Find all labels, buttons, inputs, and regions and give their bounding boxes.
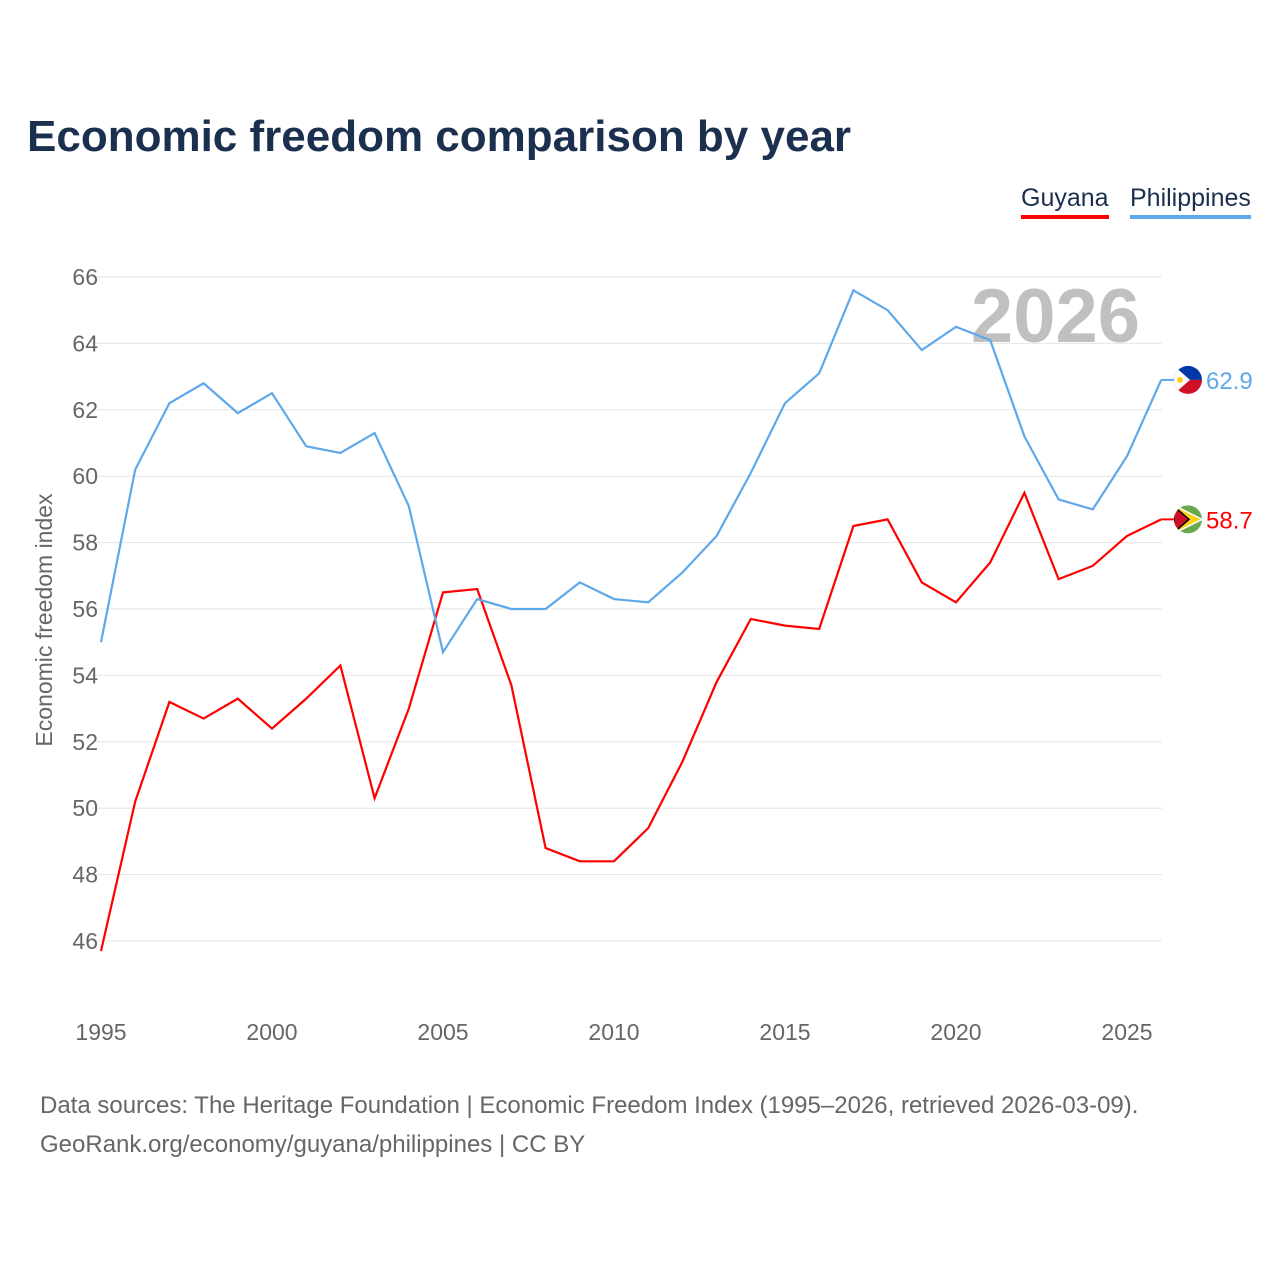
guyana-flag-icon <box>1174 505 1202 534</box>
legend-philippines[interactable]: Philippines <box>1130 184 1251 219</box>
philippines-flag-icon <box>1174 365 1202 394</box>
x-tick-label: 2015 <box>759 1019 810 1045</box>
x-tick-label: 2000 <box>246 1019 297 1045</box>
footer-sources: Data sources: The Heritage Foundation | … <box>40 1092 1139 1119</box>
y-tick-label: 50 <box>72 795 98 821</box>
y-tick-label: 64 <box>72 330 98 356</box>
series-line-philippines <box>99 288 1163 655</box>
y-tick-label: 46 <box>72 928 98 954</box>
legend-guyana[interactable]: Guyana <box>1021 184 1109 219</box>
y-tick-label: 54 <box>72 662 98 688</box>
y-tick-label: 60 <box>72 463 98 489</box>
y-axis-label: Economic freedom index <box>31 493 57 747</box>
x-tick-label: 1995 <box>75 1019 126 1045</box>
x-tick-label: 2020 <box>930 1019 981 1045</box>
chart-title: Economic freedom comparison by year <box>27 112 852 161</box>
y-tick-label: 62 <box>72 397 98 423</box>
footer: Data sources: The Heritage Foundation | … <box>40 1086 1138 1164</box>
y-tick-label: 66 <box>72 264 98 290</box>
x-tick-label: 2010 <box>588 1019 639 1045</box>
end-value-label-philippines: 62.9 <box>1206 368 1253 395</box>
y-tick-label: 52 <box>72 729 98 755</box>
x-tick-label: 2005 <box>417 1019 468 1045</box>
y-tick-label: 58 <box>72 530 98 556</box>
footer-link[interactable]: GeoRank.org/economy/guyana/philippines |… <box>40 1131 586 1158</box>
series-line-guyana <box>99 490 1162 952</box>
x-tick-label: 2025 <box>1101 1019 1152 1045</box>
y-tick-label: 56 <box>72 596 98 622</box>
y-tick-label: 48 <box>72 862 98 888</box>
year-watermark: 2026 <box>971 274 1140 359</box>
end-value-label-guyana: 58.7 <box>1206 507 1253 534</box>
